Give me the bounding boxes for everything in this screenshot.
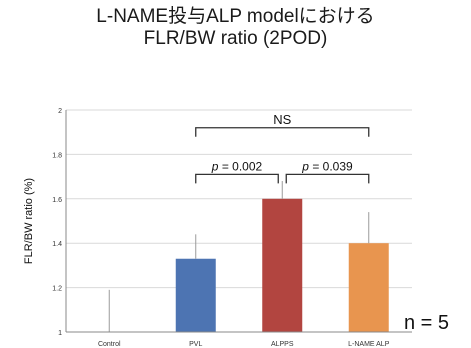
significance-label: p = 0.002 bbox=[211, 159, 263, 173]
title-line-2: FLR/BW ratio (2POD) bbox=[143, 28, 328, 49]
title-line-1: L-NAME投与ALP modelにおける bbox=[96, 6, 375, 27]
y-tick-label: 1 bbox=[58, 330, 62, 337]
axes: 1 1.2 1.4 1.6 1.8 2 FLR/BW ratio (%) Control PVL… bbox=[23, 108, 412, 348]
y-tick-label: 1.8 bbox=[52, 152, 62, 159]
y-tick-label: 1.4 bbox=[52, 241, 62, 248]
significance-label: p = 0.039 bbox=[301, 159, 353, 173]
significance-annotations: NS p = 0.002 p = 0.039 bbox=[195, 112, 370, 184]
sample-size-label: n = 5 bbox=[404, 312, 450, 334]
chart-title: L-NAME投与ALP modelにおける FLR/BW ratio (2POD… bbox=[0, 6, 471, 50]
x-tick-label: L-NAME ALP bbox=[348, 341, 390, 348]
significance-bracket bbox=[285, 173, 370, 184]
y-axis-title: FLR/BW ratio (%) bbox=[23, 178, 35, 264]
bars bbox=[175, 198, 389, 332]
error-bars bbox=[108, 181, 370, 332]
y-tick-label: 1.2 bbox=[52, 286, 62, 293]
bar-l-name-alp bbox=[348, 243, 389, 332]
x-tick-label: PVL bbox=[189, 341, 202, 348]
bar-pvl bbox=[175, 258, 216, 332]
y-tick-label: 2 bbox=[58, 108, 62, 115]
x-tick-label: ALPPS bbox=[271, 341, 294, 348]
x-tick-label: Control bbox=[98, 341, 121, 348]
significance-label: NS bbox=[273, 112, 291, 127]
significance-bracket bbox=[195, 127, 370, 137]
significance-bracket bbox=[195, 173, 279, 184]
bar-alpps bbox=[262, 198, 303, 332]
y-tick-label: 1.6 bbox=[52, 197, 62, 204]
